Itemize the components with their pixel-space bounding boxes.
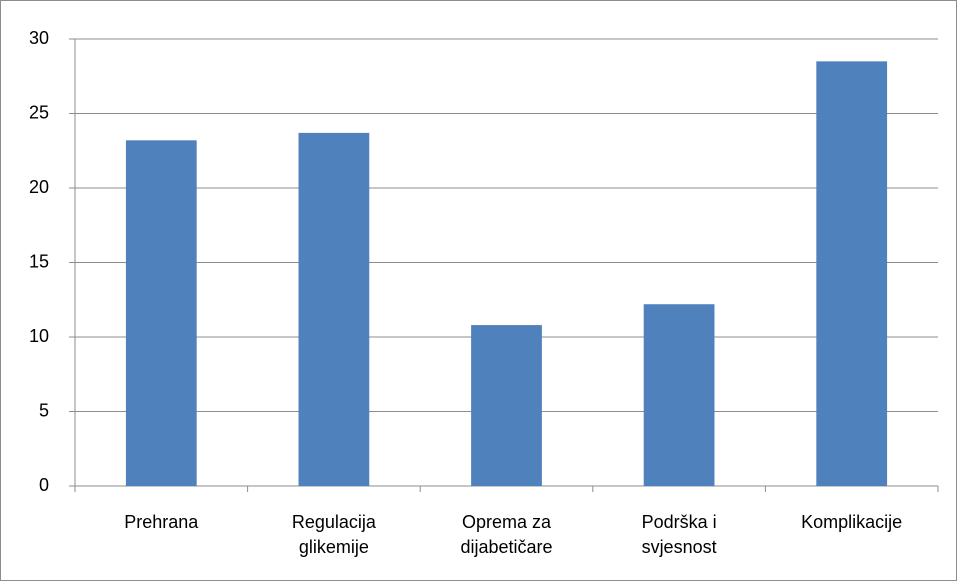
y-tick-label: 10 <box>29 326 49 346</box>
bar <box>643 304 715 486</box>
x-tick-label: Oprema za dijabetičare <box>460 512 553 557</box>
y-tick-label: 15 <box>29 251 49 271</box>
bar <box>471 325 542 486</box>
y-tick-label: 25 <box>29 102 49 122</box>
x-tick-label: Komplikacije <box>801 512 903 532</box>
x-tick-label: Regulacija glikemije <box>291 512 376 557</box>
x-tick-label: Prehrana <box>124 512 199 532</box>
bar <box>125 140 197 486</box>
x-tick-label: Podrška i svjesnost <box>641 512 717 557</box>
y-tick-label: 5 <box>39 400 49 420</box>
bar <box>298 132 370 486</box>
y-tick-label: 20 <box>29 177 49 197</box>
y-tick-label: 30 <box>29 28 49 48</box>
y-tick-label: 0 <box>39 475 49 495</box>
bar <box>816 61 888 486</box>
